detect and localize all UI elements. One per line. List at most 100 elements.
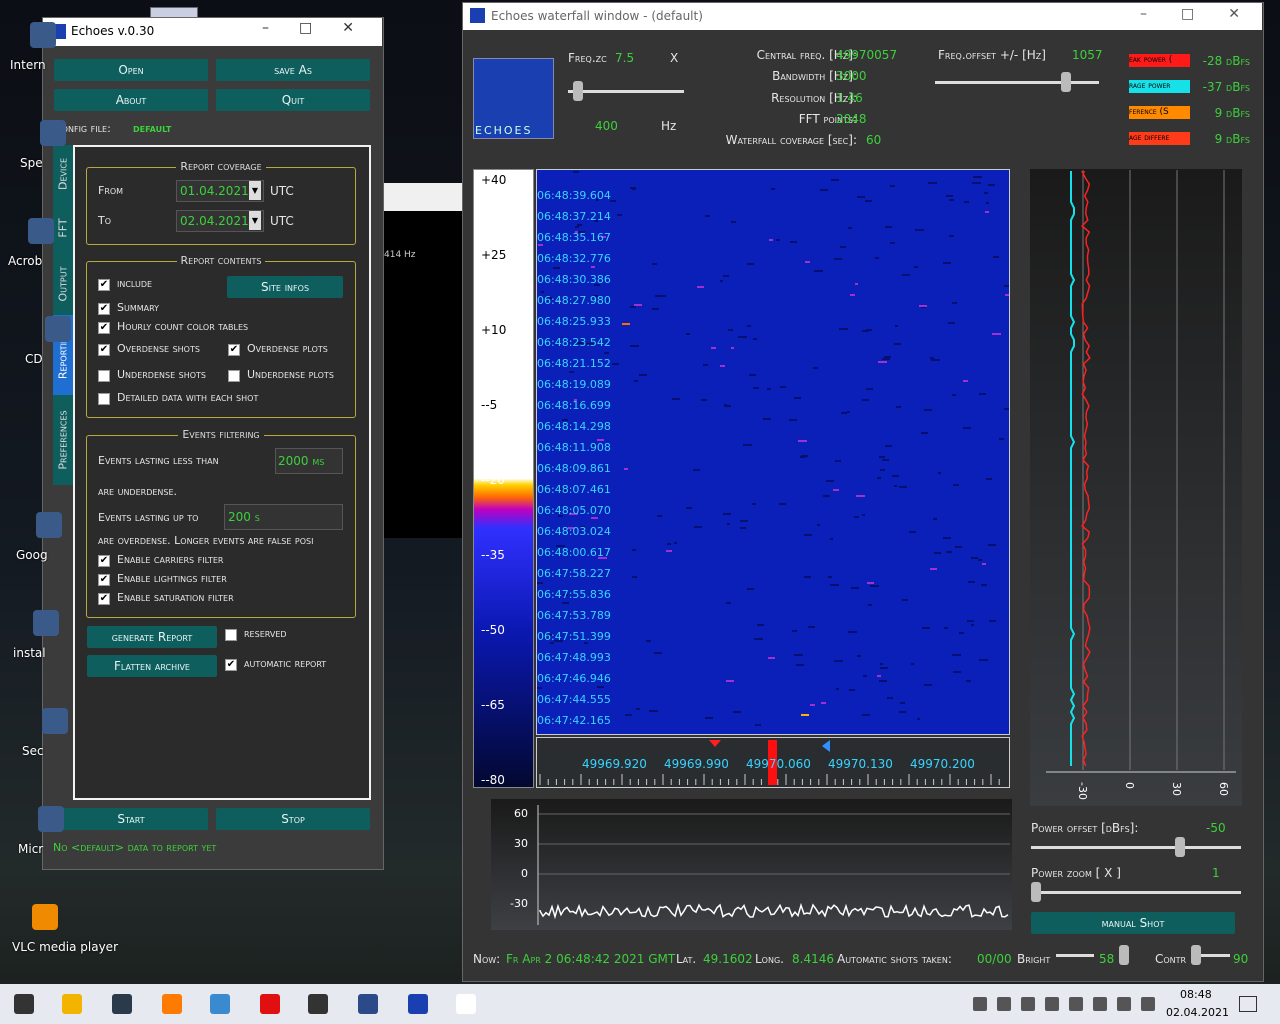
- noise-speck: [543, 484, 547, 487]
- logo-text: ECHOES: [475, 124, 533, 137]
- window-controls[interactable]: –□✕: [1140, 6, 1274, 22]
- power-offset-label: Power offset [dBfs]:: [1031, 821, 1139, 835]
- taskbar-icon: [308, 994, 328, 1014]
- checkbox[interactable]: ✔: [228, 344, 240, 356]
- checkbox-label[interactable]: Overdense plots: [247, 342, 328, 355]
- checkbox-label[interactable]: reserved: [244, 627, 287, 640]
- checkbox-label[interactable]: Enable lightings filter: [117, 572, 227, 585]
- noise-speck: [968, 581, 975, 584]
- date-box[interactable]: [176, 180, 264, 202]
- less-value[interactable]: 2000 ms: [278, 454, 325, 468]
- noise-speck: [590, 516, 599, 519]
- noise-speck: [919, 304, 928, 307]
- site-infos-button[interactable]: Site infos: [227, 276, 343, 298]
- from-date[interactable]: 01.04.2021: [180, 184, 249, 198]
- noise-speck: [981, 584, 988, 587]
- slider-track: [1056, 954, 1094, 957]
- desktop-icon-label: instal: [13, 646, 46, 660]
- checkbox[interactable]: ✔: [98, 322, 110, 334]
- save-as-button[interactable]: save As: [216, 59, 370, 81]
- checkbox[interactable]: [98, 370, 110, 382]
- upto-value[interactable]: 200 s: [228, 510, 260, 524]
- noise-speck: [850, 294, 855, 297]
- quit-button[interactable]: Quit: [216, 89, 370, 111]
- timestamp: 06:48:32.776: [537, 252, 611, 265]
- checkbox-label[interactable]: Detailed data with each shot: [117, 391, 259, 404]
- open-button[interactable]: Open: [54, 59, 208, 81]
- checkbox-label[interactable]: Summary: [117, 301, 160, 314]
- taskbar-icon: [358, 994, 378, 1014]
- checkbox-label[interactable]: Underdense shots: [117, 368, 206, 381]
- checkbox[interactable]: ✔: [98, 303, 110, 315]
- plot-axis-label: -30: [510, 897, 528, 910]
- noise-speck: [885, 225, 893, 228]
- taskbar-icon: [162, 994, 182, 1014]
- noise-speck: [579, 526, 586, 529]
- noise-speck: [972, 176, 982, 179]
- desktop-icon-label: Goog: [16, 548, 48, 562]
- dropdown[interactable]: ▼: [249, 181, 261, 200]
- checkbox-label[interactable]: Enable saturation filter: [117, 591, 234, 604]
- slider-track: [1031, 891, 1241, 894]
- noise-speck: [672, 397, 680, 400]
- noise-speck: [930, 356, 935, 359]
- noise-speck: [989, 620, 997, 623]
- noise-speck: [572, 170, 580, 173]
- noise-speck: [830, 583, 839, 586]
- checkbox[interactable]: ✔: [225, 659, 237, 671]
- noise-speck: [638, 373, 648, 376]
- checkbox-label[interactable]: automatic report: [244, 657, 327, 670]
- legend-value: -37 dBfs: [1202, 80, 1250, 94]
- start-button[interactable]: Start: [54, 808, 208, 830]
- noise-speck: [839, 327, 848, 330]
- checkbox[interactable]: [98, 393, 110, 405]
- window-controls[interactable]: –□✕: [262, 20, 384, 36]
- tab[interactable]: FFT: [53, 203, 73, 253]
- noise-speck: [634, 303, 643, 306]
- flatten-archive-button[interactable]: Flatten archive: [87, 655, 217, 677]
- checkbox-label[interactable]: Overdense shots: [117, 342, 200, 355]
- checkbox[interactable]: ✔: [98, 555, 110, 567]
- noise-speck: [685, 507, 693, 510]
- spin-box[interactable]: [275, 448, 343, 474]
- legend-swatch: rage power: [1129, 80, 1190, 93]
- checkbox[interactable]: ✔: [98, 593, 110, 605]
- checkbox-label[interactable]: Hourly count color tables: [117, 320, 249, 333]
- tab[interactable]: Device: [53, 145, 73, 203]
- dropdown[interactable]: ▼: [249, 211, 261, 230]
- desktop-icon-label: Micr: [18, 842, 44, 856]
- manual-shot-button[interactable]: manual Shot: [1031, 912, 1235, 934]
- checkbox[interactable]: [228, 370, 240, 382]
- checkbox-label[interactable]: Enable carriers filter: [117, 553, 224, 566]
- noise-speck: [970, 556, 978, 559]
- noise-speck: [624, 467, 628, 470]
- stop-button[interactable]: Stop: [216, 808, 370, 830]
- tab[interactable]: Preferences: [53, 395, 73, 485]
- about-button[interactable]: About: [54, 89, 208, 111]
- timestamp: 06:48:21.152: [537, 357, 611, 370]
- noise-speck: [805, 260, 810, 263]
- checkbox[interactable]: ✔: [98, 279, 110, 291]
- noise-speck: [617, 213, 622, 216]
- checkbox-label[interactable]: include: [117, 277, 153, 290]
- noise-speck: [561, 418, 568, 421]
- legend-swatch: age differe: [1129, 132, 1190, 145]
- noise-speck: [821, 701, 826, 704]
- slider-track: [1031, 846, 1241, 849]
- generate-report-button[interactable]: generate Report: [87, 626, 217, 648]
- spin-box[interactable]: [224, 504, 343, 530]
- to-date[interactable]: 02.04.2021: [180, 214, 249, 228]
- checkbox-label[interactable]: Underdense plots: [247, 368, 334, 381]
- checkbox[interactable]: [225, 629, 237, 641]
- taskbar-icon: [62, 994, 82, 1014]
- date-box[interactable]: [176, 210, 264, 232]
- noise-speck: [985, 477, 993, 480]
- checkbox[interactable]: ✔: [98, 574, 110, 586]
- noise-speck: [557, 300, 562, 303]
- noise-speck: [651, 307, 660, 310]
- checkbox[interactable]: ✔: [98, 344, 110, 356]
- param-value: 3000: [836, 69, 867, 84]
- noise-speck: [577, 230, 585, 233]
- tab[interactable]: Output: [53, 253, 73, 315]
